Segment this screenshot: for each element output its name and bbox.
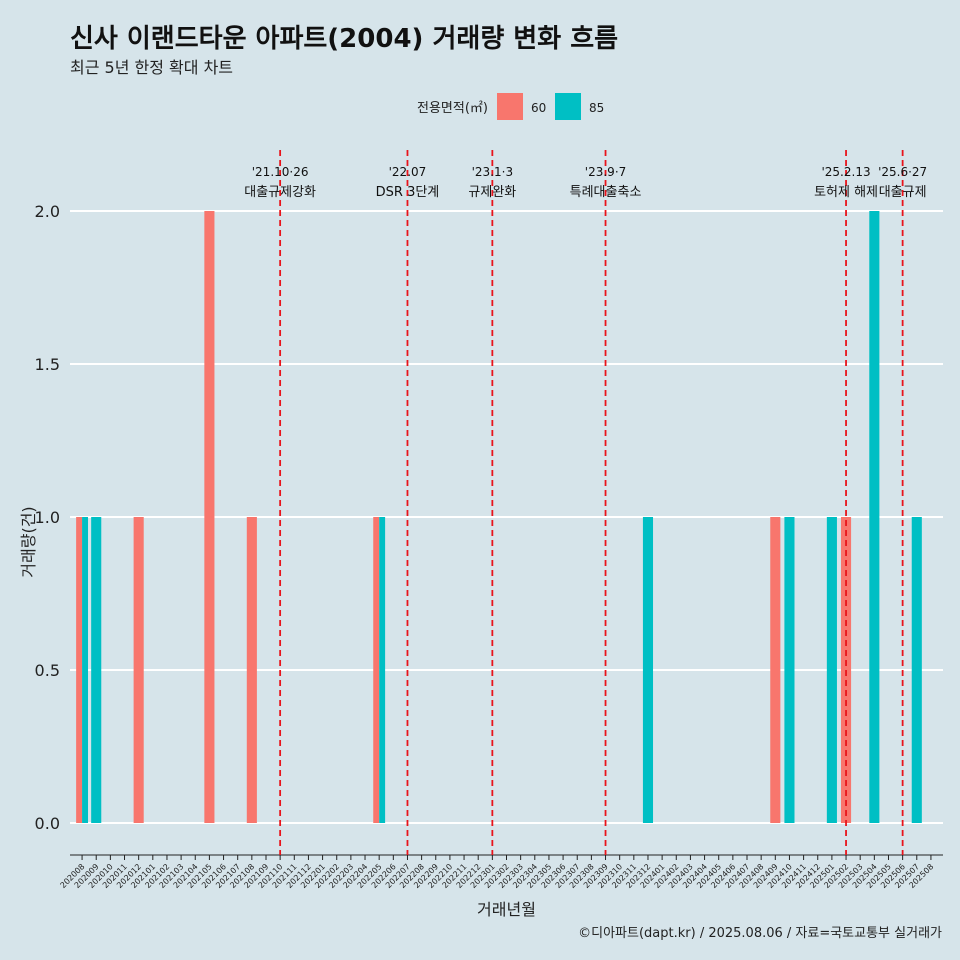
event-label: 규제완화 [468,185,516,200]
event-label: 토허제 해제 [814,185,878,200]
event-label: DSR 3단계 [376,185,440,200]
event-date-label: '25.2.13 [821,165,870,179]
bar-60-202105 [204,211,215,823]
bar-85-202205 [379,517,386,823]
bar-85-202501 [826,517,837,823]
legend-label-60: 60 [531,101,546,115]
y-tick-label: 1.5 [35,355,60,374]
y-tick-label: 2.0 [35,202,60,221]
event-date-label: '25.6·27 [878,165,927,179]
y-tick-label: 0.0 [35,814,60,833]
bar-85-202008 [82,517,89,823]
bar-60-202409 [770,517,781,823]
y-tick-label: 1.0 [35,508,60,527]
chart-subtitle: 최근 5년 한정 확대 차트 [70,58,234,77]
bar-85-202504 [869,211,880,823]
x-axis-title: 거래년월 [477,900,536,919]
bar-60-202008 [76,517,83,823]
legend-swatch-85 [555,93,581,120]
bar-85-202312 [642,517,654,823]
y-tick-label: 0.5 [35,661,60,680]
y-axis-title: 거래량(건) [19,506,38,577]
event-label: 대출규제강화 [244,185,316,200]
event-date-label: '23.1·3 [472,165,513,179]
event-label: 대출규제 [879,185,927,200]
legend-label-85: 85 [589,101,604,115]
legend-swatch-60 [497,93,523,120]
bar-60-202012 [133,517,144,823]
bar-60-202108 [246,517,257,823]
event-date-label: '21.10·26 [252,165,309,179]
source-caption: ©디아파트(dapt.kr) / 2025.08.06 / 자료=국토교통부 실… [578,926,942,941]
bar-60-202205 [373,517,380,823]
bar-85-202410 [784,517,795,823]
bar-85-202507 [911,517,922,823]
bar-85-202009 [91,517,102,823]
event-date-label: '23.9·7 [585,165,626,179]
legend-title: 전용면적(㎡) [417,101,488,116]
event-date-label: '22.07 [389,165,427,179]
event-label: 특례대출축소 [570,185,642,200]
chart-title: 신사 이랜드타운 아파트(2004) 거래량 변화 흐름 [70,24,619,54]
